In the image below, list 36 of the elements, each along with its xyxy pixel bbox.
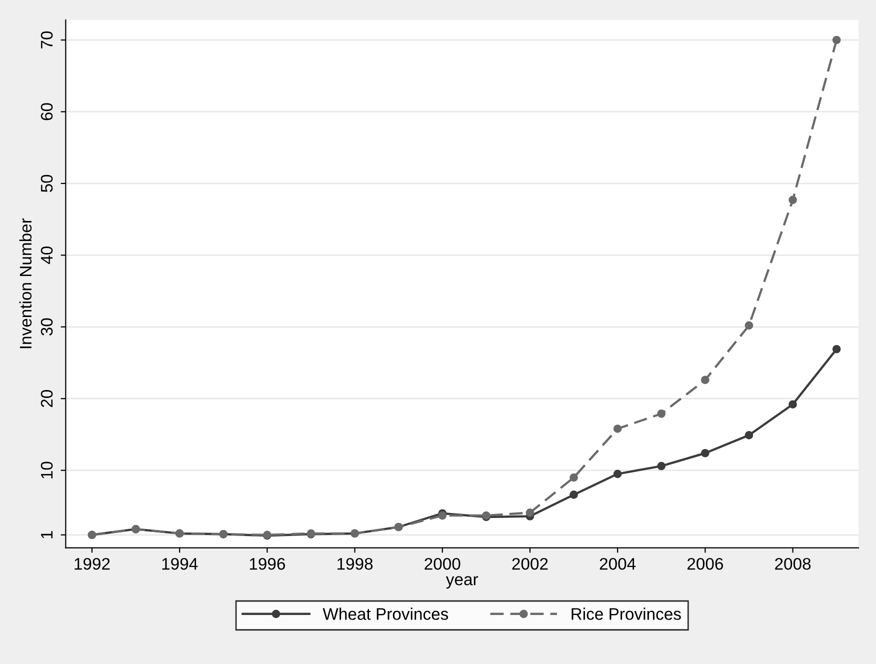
point xyxy=(570,490,578,499)
x-tick-label: 2006 xyxy=(687,558,723,570)
x-tick-label: 1996 xyxy=(250,558,285,570)
y-tick-label: 40 xyxy=(40,246,53,264)
y-tick-label: 1 xyxy=(41,531,53,538)
x-axis-title: year xyxy=(446,576,478,589)
point xyxy=(701,376,710,384)
point xyxy=(657,410,666,418)
y-tick-label: 10 xyxy=(40,462,53,478)
point xyxy=(832,344,841,354)
y-tick-label: 50 xyxy=(40,174,53,192)
x-tick-label: 2002 xyxy=(512,558,548,570)
point xyxy=(570,473,578,482)
point xyxy=(832,36,841,44)
y-tick-label: 30 xyxy=(40,318,53,336)
y-tick-label: 70 xyxy=(40,31,53,48)
point xyxy=(744,321,754,330)
point xyxy=(744,431,754,440)
x-tick-label: 2004 xyxy=(600,558,636,570)
legend-label: Rice Provinces xyxy=(572,608,681,620)
x-tick-label: 2008 xyxy=(775,558,811,570)
x-tick-label: 1994 xyxy=(162,558,198,570)
y-tick-label: 20 xyxy=(40,390,53,408)
point xyxy=(788,196,797,204)
point xyxy=(526,508,534,517)
point xyxy=(701,448,710,458)
point xyxy=(613,470,622,478)
x-tick-label: 1992 xyxy=(74,558,110,570)
y-axis-title: Invention Number xyxy=(19,218,32,348)
x-tick-label: 1998 xyxy=(338,558,373,570)
point xyxy=(657,462,666,470)
y-tick-label: 60 xyxy=(40,103,53,120)
point xyxy=(788,400,797,409)
legend-label: Wheat Provinces xyxy=(322,608,448,620)
point xyxy=(613,424,622,433)
x-tick-label: 2000 xyxy=(424,558,460,570)
